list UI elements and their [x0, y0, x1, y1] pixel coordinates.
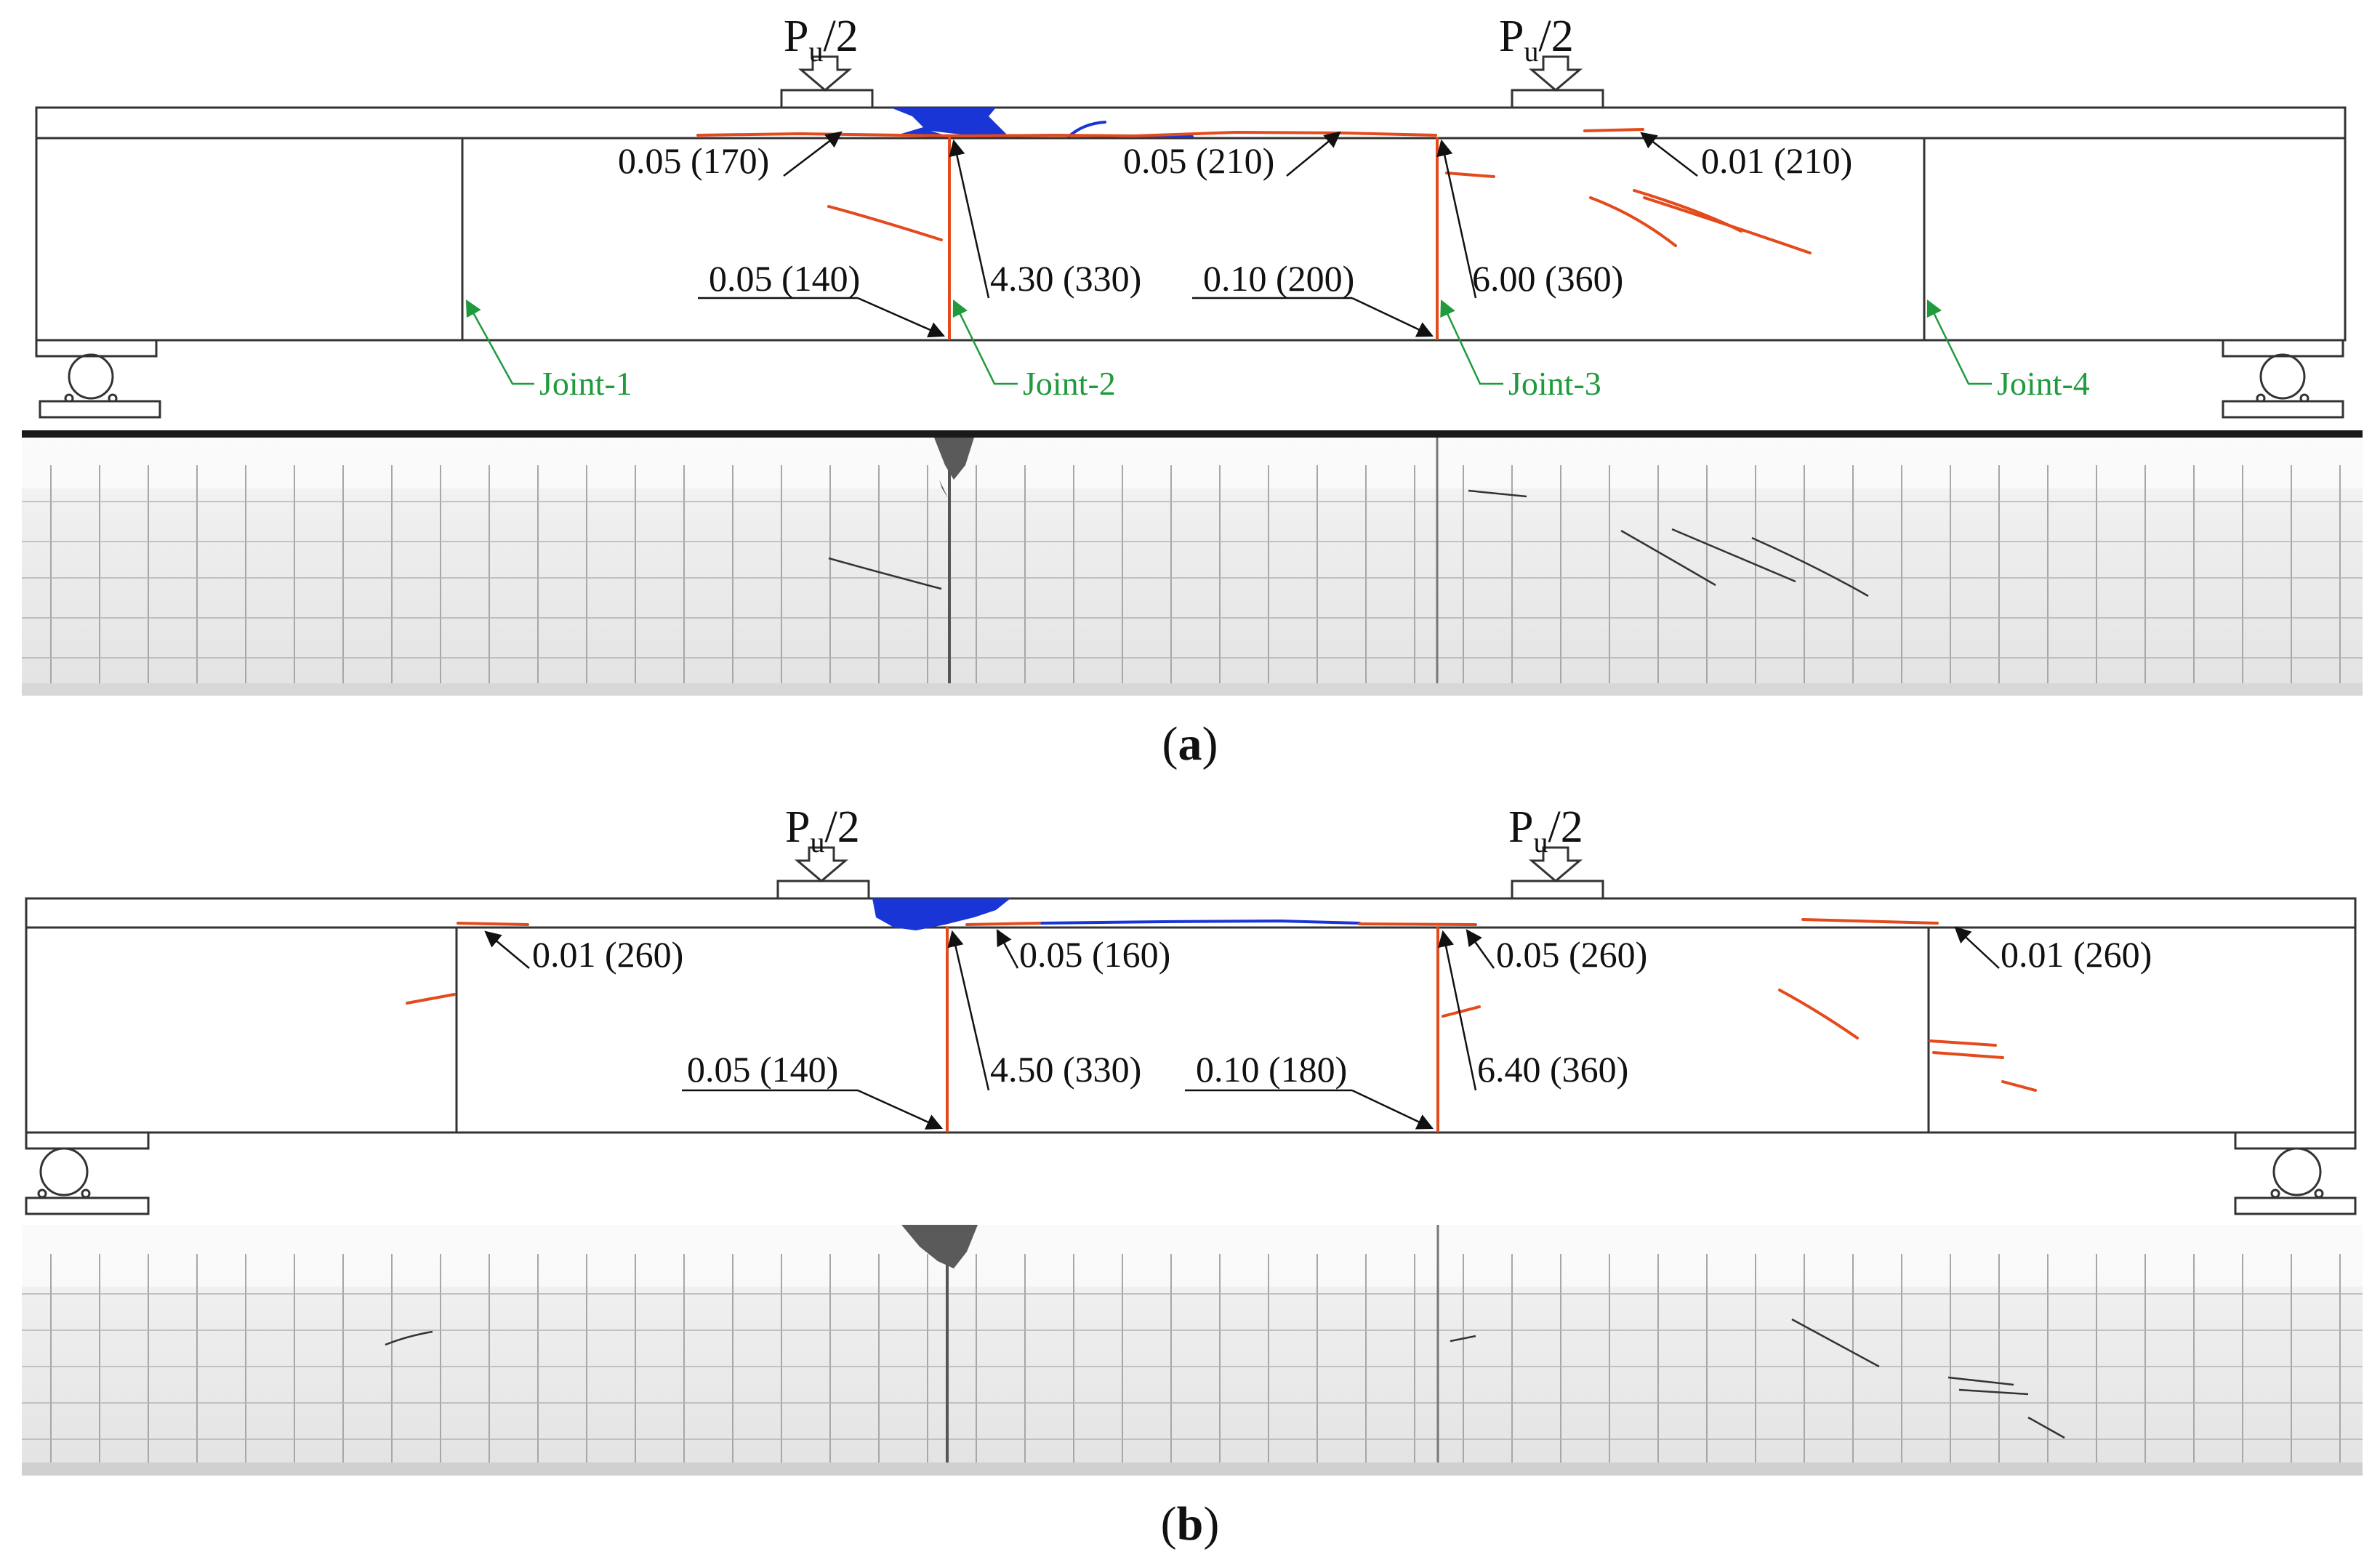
- specimen-photo-a: [22, 430, 2363, 696]
- crushing-line-b: [1038, 919, 1361, 925]
- load-label-right-b: Pu/2: [1508, 802, 1583, 858]
- beam-elevation-b: [25, 897, 2357, 1134]
- panel-b: Pu/2 Pu/2 0.01 (260) 0.05 (160) 0.05 (26…: [22, 802, 2363, 1550]
- annotations-b: 0.01 (260) 0.05 (160) 0.05 (260) 0.01 (2…: [484, 926, 2152, 1130]
- annotation-a-4: 4.30 (330): [990, 258, 1141, 299]
- support-left-b: [25, 1131, 150, 1215]
- annotation-a-1: 0.05 (210): [1123, 140, 1274, 181]
- support-right-b: [2234, 1131, 2357, 1215]
- load-plate-right-b: [1511, 846, 1604, 900]
- load-label-right-a: Pu/2: [1499, 12, 1574, 68]
- annotation-b-1: 0.05 (160): [1019, 934, 1170, 975]
- annotation-b-2: 0.05 (260): [1496, 934, 1647, 975]
- annotation-a-3: 0.05 (140): [709, 258, 860, 299]
- caption-a: (a): [1162, 717, 1218, 771]
- joint-label-2: Joint-2: [1023, 365, 1116, 402]
- load-plate-left-b: [776, 846, 870, 900]
- annotation-b-5: 4.50 (330): [990, 1049, 1141, 1090]
- crushing-zone-b: [872, 898, 1010, 930]
- annotation-b-7: 6.40 (360): [1477, 1049, 1628, 1090]
- load-label-left-a: Pu/2: [784, 12, 859, 68]
- panel-a: Pu/2 Pu/2 0.05 (170) 0.05 (210) 0.01 (21…: [22, 12, 2363, 771]
- annotation-a-0: 0.05 (170): [618, 140, 769, 181]
- joint-label-3: Joint-3: [1508, 365, 1601, 402]
- cracks-b: [406, 918, 2037, 1132]
- annotation-b-0: 0.01 (260): [532, 934, 683, 975]
- joint-label-4: Joint-4: [1997, 365, 2090, 402]
- annotation-b-6: 0.10 (180): [1196, 1049, 1347, 1090]
- annotation-b-4: 0.05 (140): [687, 1049, 838, 1090]
- load-plate-right-a: [1511, 55, 1604, 109]
- support-right-a: [2222, 339, 2344, 419]
- beam-elevation-a: [35, 106, 2347, 342]
- specimen-photo-b: [22, 1225, 2363, 1476]
- load-label-left-b: Pu/2: [785, 802, 860, 858]
- support-left-a: [35, 339, 161, 419]
- annotations-a: 0.05 (170) 0.05 (210) 0.01 (210) 0.05 (1…: [618, 131, 1852, 338]
- joint-label-1: Joint-1: [539, 365, 632, 402]
- caption-b: (b): [1161, 1497, 1220, 1550]
- annotation-b-3: 0.01 (260): [2001, 934, 2152, 975]
- annotation-a-6: 6.00 (360): [1472, 258, 1623, 299]
- joint-labels-a: [465, 299, 1992, 385]
- annotation-a-5: 0.10 (200): [1203, 258, 1354, 299]
- load-plate-left-a: [780, 55, 874, 109]
- crushing-zone-a: [891, 108, 1007, 135]
- annotation-a-2: 0.01 (210): [1701, 140, 1852, 181]
